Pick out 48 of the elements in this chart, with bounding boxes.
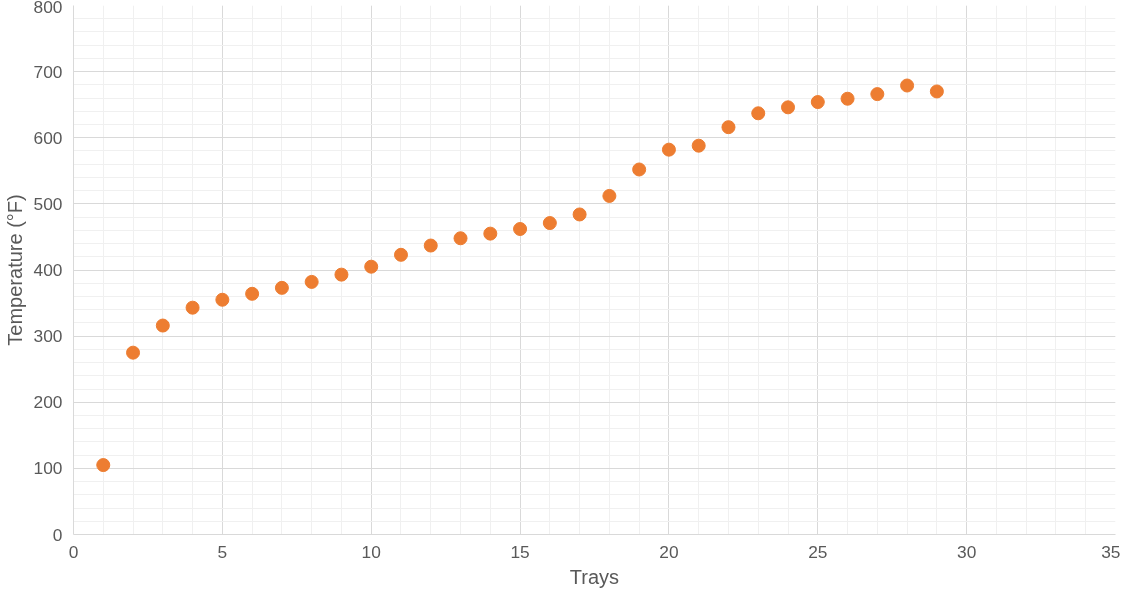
y-tick-label: 700 (33, 61, 63, 82)
point (751, 106, 766, 121)
point (691, 138, 706, 153)
point (215, 292, 230, 307)
point (810, 95, 825, 110)
x-tick-label: 25 (808, 541, 828, 562)
x-tick-label: 5 (217, 541, 228, 562)
y-axis-title: Temperature (°F) (3, 194, 26, 346)
y-tick-label: 200 (33, 392, 63, 413)
point (453, 231, 468, 246)
y-tick-label: 500 (33, 193, 63, 214)
point (155, 318, 170, 333)
point (274, 280, 289, 295)
point (245, 286, 260, 301)
y-tick-label: 800 (33, 0, 63, 17)
y-tick-label: 100 (33, 458, 63, 479)
point (602, 188, 617, 203)
y-tick-label: 400 (33, 260, 63, 280)
point (542, 216, 557, 231)
point (423, 238, 438, 253)
x-tick-label: 30 (957, 541, 977, 562)
point (483, 226, 498, 241)
point (781, 100, 796, 115)
x-tick-label: 35 (1101, 541, 1121, 562)
point (334, 267, 349, 282)
x-tick-label: 20 (659, 541, 679, 562)
point (304, 274, 319, 289)
point (572, 207, 587, 222)
point (929, 84, 944, 99)
y-tick-label: 600 (33, 127, 63, 148)
point (513, 222, 528, 236)
point (393, 247, 408, 262)
point (721, 120, 736, 135)
point (185, 300, 200, 315)
point (364, 259, 379, 274)
x-tick-label: 15 (510, 541, 530, 562)
x-tick-label: 0 (68, 541, 79, 562)
point (96, 458, 111, 473)
point (126, 345, 141, 360)
point (870, 87, 885, 102)
point (900, 78, 915, 93)
y-tick-label: 0 (52, 524, 63, 545)
x-axis-title: Trays (569, 565, 620, 588)
x-tick-label: 10 (361, 541, 381, 562)
point (840, 91, 855, 106)
point (661, 142, 676, 157)
point (632, 162, 647, 177)
y-tick-label: 300 (33, 326, 63, 347)
